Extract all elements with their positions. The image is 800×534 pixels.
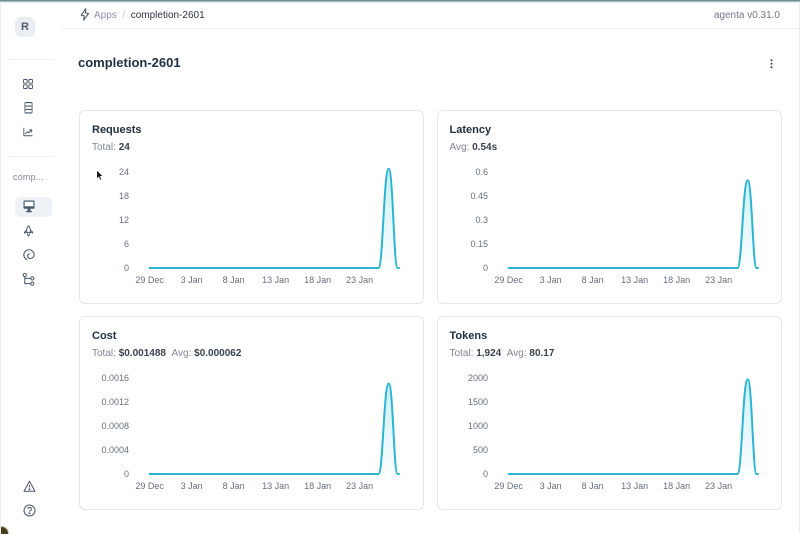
svg-text:1500: 1500 <box>467 397 487 407</box>
svg-text:8 Jan: 8 Jan <box>581 275 603 285</box>
svg-text:0.0004: 0.0004 <box>101 445 129 455</box>
svg-text:18 Jan: 18 Jan <box>304 275 331 285</box>
svg-text:8 Jan: 8 Jan <box>223 481 245 491</box>
svg-text:29 Dec: 29 Dec <box>135 275 164 285</box>
svg-text:3 Jan: 3 Jan <box>539 275 561 285</box>
svg-text:500: 500 <box>472 445 487 455</box>
svg-text:24: 24 <box>119 167 129 177</box>
svg-text:23 Jan: 23 Jan <box>705 481 732 491</box>
svg-text:0.6: 0.6 <box>475 167 488 177</box>
svg-text:18 Jan: 18 Jan <box>663 275 690 285</box>
svg-text:12: 12 <box>119 215 129 225</box>
svg-text:8 Jan: 8 Jan <box>223 275 245 285</box>
svg-text:13 Jan: 13 Jan <box>621 481 648 491</box>
svg-text:0: 0 <box>482 263 487 273</box>
svg-text:13 Jan: 13 Jan <box>262 481 289 491</box>
svg-text:13 Jan: 13 Jan <box>621 275 648 285</box>
svg-text:3 Jan: 3 Jan <box>539 481 561 491</box>
svg-text:23 Jan: 23 Jan <box>346 275 373 285</box>
svg-text:0.3: 0.3 <box>475 215 488 225</box>
svg-text:0.45: 0.45 <box>470 191 488 201</box>
svg-text:6: 6 <box>124 239 129 249</box>
svg-text:1000: 1000 <box>467 421 487 431</box>
svg-text:0: 0 <box>124 263 129 273</box>
svg-text:18 Jan: 18 Jan <box>304 481 331 491</box>
svg-text:23 Jan: 23 Jan <box>346 481 373 491</box>
svg-text:29 Dec: 29 Dec <box>494 481 523 491</box>
svg-text:0: 0 <box>482 469 487 479</box>
svg-text:0: 0 <box>124 469 129 479</box>
svg-text:0.0008: 0.0008 <box>101 421 129 431</box>
svg-text:29 Dec: 29 Dec <box>494 275 523 285</box>
svg-text:2000: 2000 <box>467 373 487 383</box>
svg-text:3 Jan: 3 Jan <box>181 481 203 491</box>
svg-text:0.0016: 0.0016 <box>101 373 129 383</box>
svg-text:0.15: 0.15 <box>470 239 488 249</box>
svg-text:23 Jan: 23 Jan <box>705 275 732 285</box>
svg-text:13 Jan: 13 Jan <box>262 275 289 285</box>
svg-text:29 Dec: 29 Dec <box>135 481 164 491</box>
svg-text:3 Jan: 3 Jan <box>181 275 203 285</box>
svg-text:18: 18 <box>119 191 129 201</box>
svg-text:8 Jan: 8 Jan <box>581 481 603 491</box>
svg-text:18 Jan: 18 Jan <box>663 481 690 491</box>
svg-text:0.0012: 0.0012 <box>101 397 129 407</box>
